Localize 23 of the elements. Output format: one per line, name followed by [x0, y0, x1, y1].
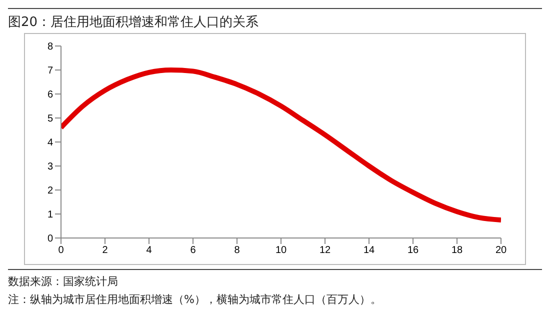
x-tick-label: 18	[451, 245, 463, 256]
y-tick-label: 6	[47, 90, 54, 101]
y-tick-label: 3	[47, 162, 54, 173]
y-tick-label: 5	[47, 114, 54, 125]
y-tick-label: 0	[47, 234, 54, 245]
x-tick-label: 20	[495, 245, 507, 256]
x-tick-label: 10	[275, 245, 287, 256]
x-tick-label: 12	[319, 245, 331, 256]
y-tick-label: 8	[47, 42, 54, 53]
y-tick-label: 1	[47, 210, 54, 221]
y-tick-label: 2	[47, 186, 54, 197]
text: 注：纵轴为城市居住用地面积增速（%），横轴为城市常住人口（百万人）。	[8, 292, 382, 308]
y-tick-label: 7	[47, 66, 54, 77]
x-tick-label: 14	[363, 245, 375, 256]
y-tick-label: 4	[47, 138, 54, 149]
x-tick-label: 4	[146, 245, 152, 256]
x-tick-label: 8	[234, 245, 240, 256]
x-tick-label: 6	[190, 245, 196, 256]
x-tick-label: 0	[58, 245, 64, 256]
chart-title: 图20：居住用地面积增速和常住人口的关系	[8, 8, 542, 31]
source-note: 数据来源：国家统计局	[8, 274, 119, 290]
x-tick-label: 16	[407, 245, 419, 256]
x-tick-label: 2	[102, 245, 108, 256]
